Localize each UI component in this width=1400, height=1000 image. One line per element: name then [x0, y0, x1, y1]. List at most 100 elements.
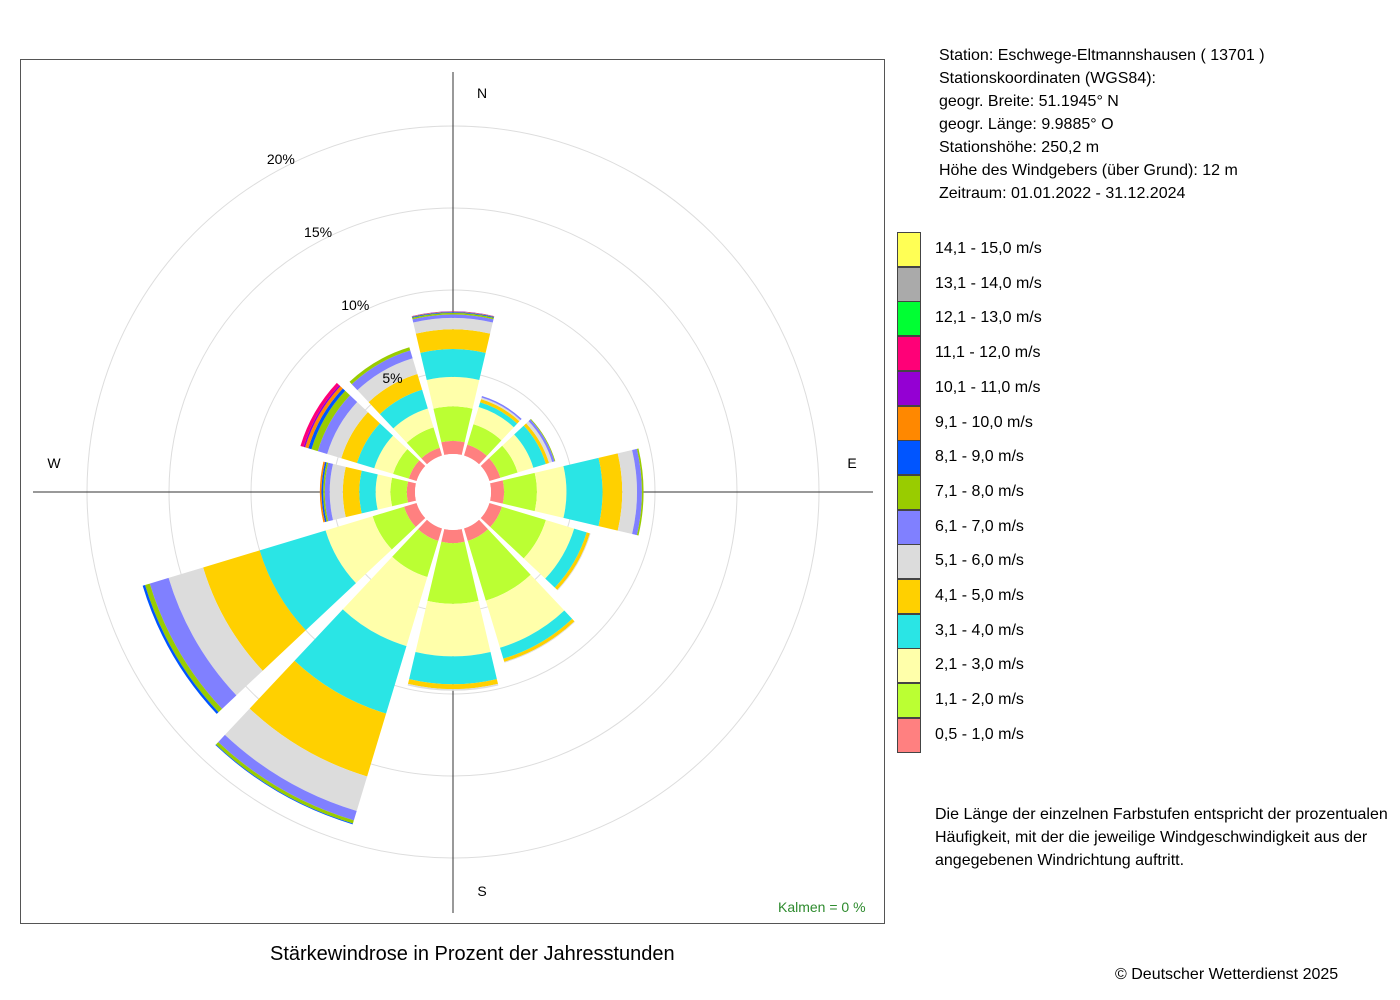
legend-swatch: [897, 405, 921, 441]
time-period: Zeitraum: 01.01.2022 - 31.12.2024: [939, 185, 1186, 202]
rose-segment: [412, 312, 494, 320]
rose-segment: [502, 472, 537, 512]
rose-segment: [480, 502, 502, 527]
rose-segment: [259, 530, 356, 631]
rose-segment: [359, 470, 378, 514]
radial-tick-label: 5%: [382, 370, 402, 386]
rose-segment: [341, 412, 380, 464]
station-longitude: geogr. Länge: 9.9885° O: [939, 116, 1114, 133]
copyright: © Deutscher Wetterdienst 2025: [1115, 966, 1339, 983]
rose-segment: [514, 425, 546, 468]
rose-segment: [467, 424, 502, 456]
rose-segment: [342, 556, 428, 647]
legend-swatch: [897, 474, 921, 510]
station-height: Stationshöhe: 250,2 m: [939, 139, 1100, 156]
explanation-note: Die Länge der einzelnen Farbstufen entsp…: [935, 806, 1388, 869]
rose-segment: [351, 350, 413, 391]
rose-segment: [500, 610, 573, 659]
radial-tick-label: 20%: [267, 151, 295, 167]
rose-segment: [481, 397, 521, 422]
station-latitude: geogr. Breite: 51.1945° N: [939, 93, 1119, 110]
legend-label: 2,1 - 3,0 m/s: [935, 656, 1024, 674]
rose-segment: [411, 311, 495, 317]
rose-segment: [393, 408, 434, 443]
rose-segment: [327, 401, 368, 459]
rose-segment: [374, 435, 408, 474]
station-info: Station: Eschwege-Eltmannshausen ( 13701…: [939, 44, 1265, 205]
station-name: Station: Eschwege-Eltmannshausen ( 13701…: [939, 47, 1265, 64]
rose-segment: [319, 461, 325, 523]
legend-label: 8,1 - 9,0 m/s: [935, 448, 1024, 466]
rose-segment: [526, 421, 553, 464]
rose-segment: [433, 406, 473, 443]
rose-segment: [489, 445, 518, 478]
rose-segment: [534, 466, 567, 518]
rose-segment: [490, 506, 546, 559]
rose-segment: [321, 461, 327, 523]
rose-segment: [372, 506, 416, 550]
rose-segment: [617, 449, 637, 535]
sensor-height: Höhe des Windgebers (über Grund): 12 m: [939, 162, 1238, 179]
rose-segment: [415, 600, 491, 657]
rose-segment: [329, 463, 346, 521]
rose-segment: [528, 419, 555, 463]
rose-segment: [480, 399, 520, 424]
chart-caption: Stärkewindrose in Prozent der Jahresstun…: [270, 943, 675, 965]
rose-segment: [342, 466, 362, 518]
rose-segment: [412, 314, 494, 323]
rose-segment: [308, 388, 346, 450]
rose-segment: [393, 449, 420, 479]
rose-segment: [473, 406, 514, 441]
rose-segment: [418, 519, 443, 541]
legend-label: 13,1 - 14,0 m/s: [935, 274, 1042, 292]
rose-segment: [300, 382, 340, 447]
legend-swatch: [897, 613, 921, 649]
station-coords-label: Stationskoordinaten (WGS84):: [939, 70, 1156, 87]
legend-swatch: [897, 544, 921, 580]
rose-segment: [406, 481, 417, 503]
rose-segment: [545, 528, 587, 588]
calm-label: Kalmen = 0 %: [778, 899, 866, 915]
rose-segment: [523, 520, 575, 579]
rose-segment: [523, 423, 550, 464]
rose-segment: [356, 423, 394, 469]
rose-segment: [415, 329, 491, 353]
legend-swatch: [897, 232, 921, 267]
rose-segment: [379, 389, 428, 429]
rose-segment: [311, 390, 350, 452]
rose-segment: [407, 683, 499, 691]
rose-segment: [480, 458, 501, 482]
rose-segment: [554, 532, 590, 590]
rose-segment: [408, 460, 426, 482]
legend-label: 11,1 - 12,0 m/s: [935, 344, 1041, 362]
rose-segment: [467, 529, 531, 601]
rose-segment: [426, 376, 480, 409]
legend-label: 14,1 - 15,0 m/s: [935, 240, 1042, 257]
legend-label: 10,1 - 11,0 m/s: [935, 378, 1041, 396]
rose-segment: [481, 395, 522, 421]
rose-segment: [224, 708, 368, 811]
rose-segment: [636, 448, 644, 536]
legend-swatch: [897, 648, 921, 684]
legend-swatch: [897, 579, 921, 614]
compass-label: S: [477, 883, 486, 899]
rose-segment: [349, 347, 411, 385]
rose-segment: [203, 550, 306, 671]
legend-swatch: [897, 370, 921, 406]
rose-segment: [411, 312, 495, 318]
rose-segment: [413, 317, 493, 334]
rose-segment: [390, 477, 409, 507]
compass-label: N: [477, 85, 487, 101]
legend-label: 4,1 - 5,0 m/s: [935, 587, 1024, 604]
rose-segment: [325, 516, 392, 584]
rose-segment: [489, 480, 505, 504]
rose-segment: [324, 462, 333, 522]
legend-swatch: [897, 717, 921, 753]
rose-segment: [441, 440, 465, 456]
rose-segment: [145, 583, 223, 713]
legend-label: 0,5 - 1,0 m/s: [935, 725, 1024, 743]
rose-segment: [563, 457, 603, 527]
rose-segment: [357, 358, 418, 403]
rose-segment: [168, 567, 263, 696]
